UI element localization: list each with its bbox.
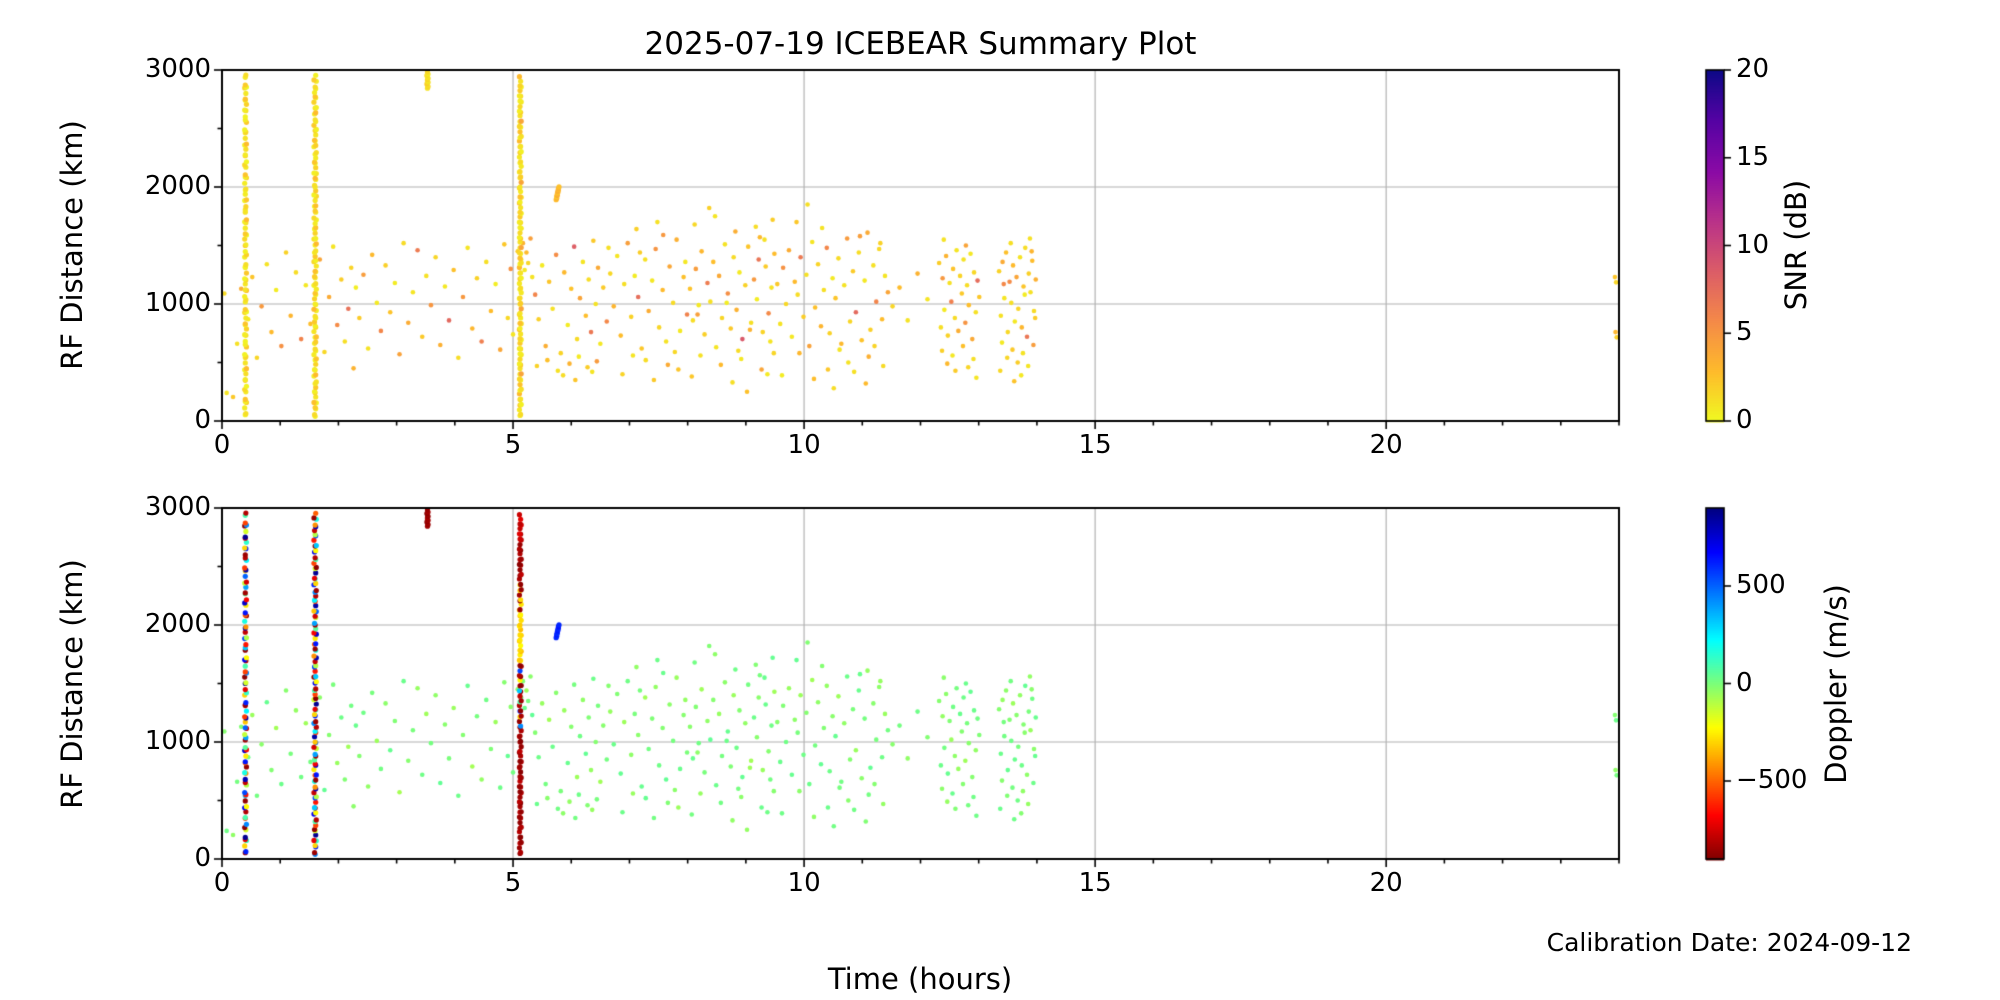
y-axis-label-top: RF Distance (km)	[55, 120, 89, 370]
colorbar-tick-label: −500	[1736, 765, 1808, 795]
x-tick-label: 5	[504, 868, 522, 898]
x-tick-label: 15	[1078, 430, 1112, 460]
colorbar-tick-label: 0	[1736, 667, 1753, 698]
x-tick-label: 5	[504, 430, 522, 460]
colorbar-label-snr: SNR (dB)	[1779, 179, 1813, 311]
y-tick-label: 1000	[144, 726, 211, 756]
x-tick-label: 20	[1369, 868, 1403, 898]
y-tick-label: 3000	[144, 492, 211, 522]
y-tick-label: 2000	[144, 609, 211, 639]
colorbar-tick-label: 10	[1736, 229, 1770, 260]
plot-title: 2025-07-19 ICEBEAR Summary Plot	[644, 26, 1197, 62]
x-tick-label: 20	[1369, 430, 1403, 460]
y-tick-label: 2000	[144, 171, 211, 201]
x-tick-label: 0	[213, 868, 231, 898]
x-tick-label: 15	[1078, 868, 1112, 898]
colorbar-label-doppler: Doppler (m/s)	[1819, 584, 1853, 784]
x-tick-label: 10	[787, 868, 821, 898]
y-axis-label-bottom: RF Distance (km)	[55, 559, 89, 809]
colorbar-tick-label: 500	[1736, 570, 1786, 600]
x-axis-label: Time (hours)	[827, 962, 1013, 996]
colorbar-tick-label: 15	[1736, 141, 1770, 172]
y-tick-label: 1000	[144, 288, 211, 318]
x-tick-label: 0	[213, 430, 231, 460]
colorbar-tick-label: 0	[1736, 405, 1753, 435]
colorbar-tick-label: 5	[1736, 317, 1753, 348]
calibration-date-note: Calibration Date: 2024-09-12	[1546, 928, 1912, 957]
x-tick-label: 10	[787, 430, 821, 460]
y-tick-label: 0	[194, 405, 211, 435]
y-tick-label: 0	[194, 843, 211, 873]
y-tick-label: 3000	[144, 54, 211, 84]
colorbar-tick-label: 20	[1736, 54, 1770, 84]
